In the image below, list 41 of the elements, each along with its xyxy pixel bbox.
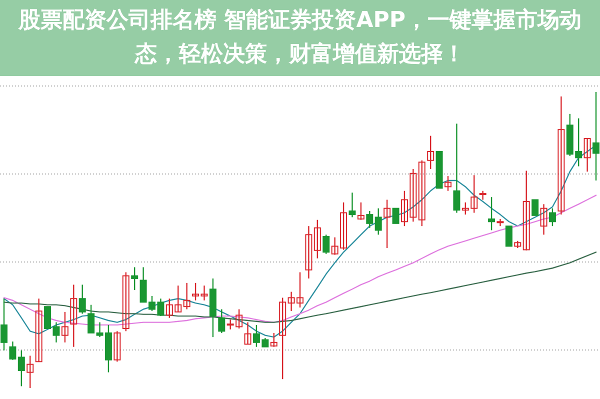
candlestick xyxy=(427,135,434,170)
candlestick xyxy=(0,298,8,352)
candlestick xyxy=(357,202,364,220)
candlestick xyxy=(61,311,68,344)
candlestick xyxy=(366,210,374,228)
candlestick xyxy=(35,298,42,362)
candlestick xyxy=(522,170,530,251)
candlestick xyxy=(592,91,600,182)
candlestick xyxy=(392,208,400,224)
chart-title: 股票配资公司排名榜 智能证券投资APP，一键掌握市场动态，轻松决策，财富增值新选择！ xyxy=(17,6,582,69)
candlestick xyxy=(488,196,496,231)
candlestick xyxy=(314,219,321,259)
candlestick xyxy=(305,225,312,280)
candlestick xyxy=(374,208,382,236)
candlestick xyxy=(322,234,330,255)
candlestick xyxy=(505,226,512,247)
candlestick xyxy=(270,332,278,348)
candlestick xyxy=(532,199,539,216)
candlestick xyxy=(279,297,286,380)
candlestick xyxy=(540,204,548,236)
candlestick xyxy=(26,355,34,389)
candlestick xyxy=(183,282,190,310)
candlestick xyxy=(18,350,25,387)
candlestick xyxy=(444,175,452,192)
candlestick xyxy=(122,272,130,332)
candlestick xyxy=(348,192,356,218)
candlestick xyxy=(88,304,95,334)
candlestick xyxy=(131,266,138,291)
candlestick xyxy=(244,322,252,345)
candlestick xyxy=(9,340,16,360)
candlestick xyxy=(418,160,426,227)
candlestick xyxy=(384,199,391,249)
candlestick xyxy=(78,284,86,314)
candlestick xyxy=(114,330,121,362)
candlestick xyxy=(558,96,565,216)
candlestick xyxy=(70,284,78,348)
candlestick xyxy=(479,190,486,200)
candlestick xyxy=(453,123,460,214)
candlestick xyxy=(218,308,226,334)
candlestick xyxy=(584,138,591,172)
candlestick xyxy=(548,208,556,227)
